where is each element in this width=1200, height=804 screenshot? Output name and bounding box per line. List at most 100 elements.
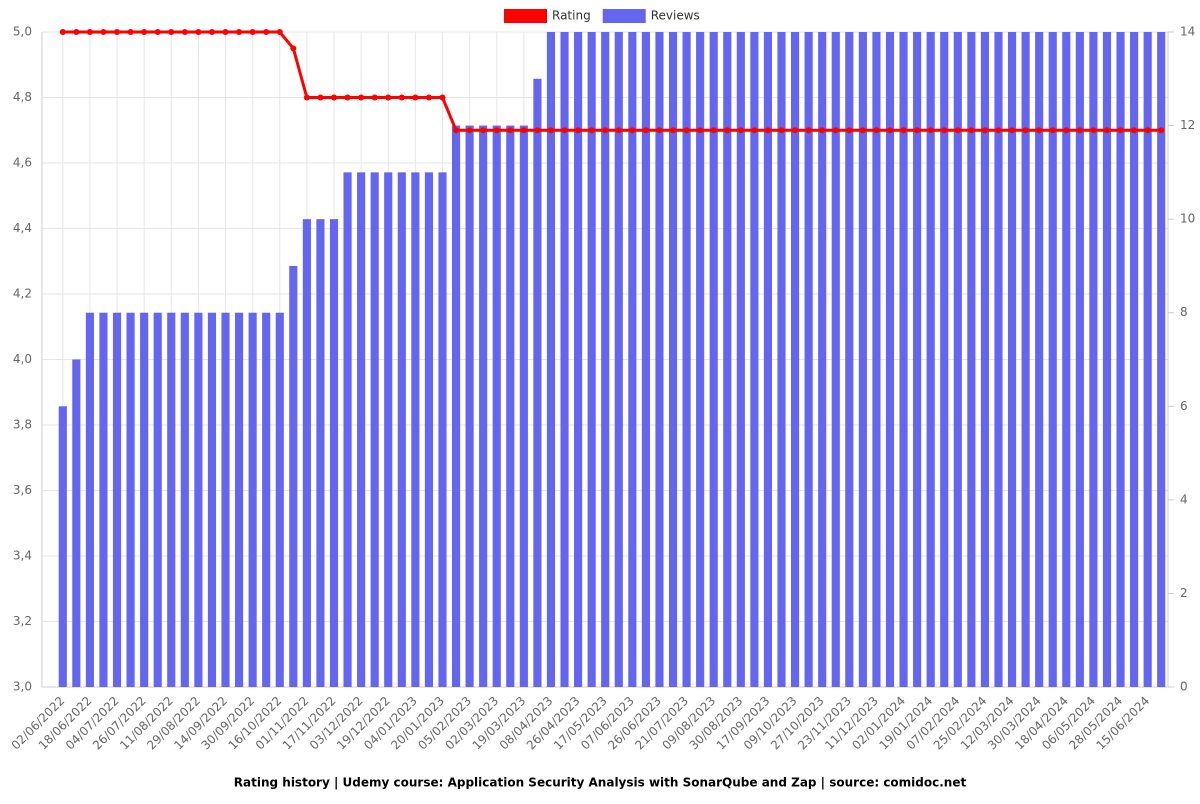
y2-tick-label: 6 (1180, 399, 1188, 413)
bar (424, 172, 433, 687)
bar (696, 32, 705, 687)
point (954, 127, 961, 134)
point (317, 94, 324, 101)
bar (316, 219, 325, 687)
line (62, 30, 1162, 132)
bar (546, 32, 556, 687)
bar (641, 32, 650, 687)
bar (492, 125, 501, 688)
point (86, 29, 93, 35)
bar (72, 359, 81, 687)
point (181, 29, 188, 35)
point (114, 29, 121, 35)
point (1049, 127, 1056, 134)
y2-tick-label: 14 (1180, 25, 1195, 39)
point (263, 29, 270, 35)
point (520, 127, 527, 134)
point (425, 94, 432, 101)
point (751, 127, 758, 134)
bar (289, 265, 298, 687)
point (1036, 127, 1043, 134)
point (344, 94, 351, 101)
point (1131, 127, 1138, 134)
y2-tick-label: 8 (1180, 305, 1188, 319)
point (73, 29, 80, 35)
point (981, 127, 988, 134)
y2-tick-label: 10 (1180, 212, 1195, 226)
bar (126, 312, 135, 687)
bar (194, 312, 203, 687)
bar (845, 32, 854, 687)
bar (831, 32, 840, 687)
point (968, 127, 975, 134)
bar (302, 219, 311, 687)
bar (519, 125, 528, 688)
bar (248, 312, 257, 687)
bar (451, 125, 461, 688)
bar (628, 32, 637, 687)
point (547, 127, 554, 134)
point (208, 29, 215, 35)
bar (1007, 32, 1017, 687)
point (575, 127, 582, 134)
point (466, 127, 473, 134)
bar (994, 32, 1003, 687)
point (1090, 127, 1097, 134)
bar (587, 32, 596, 687)
point (249, 29, 256, 35)
y-tick-label: 3,2 (13, 614, 32, 628)
point (629, 127, 636, 134)
point (656, 127, 663, 134)
bar (913, 32, 922, 687)
bar (723, 32, 732, 687)
bar (818, 32, 827, 687)
y-tick-label: 3,8 (13, 418, 32, 432)
bar (235, 312, 244, 687)
bar (207, 312, 217, 687)
point (792, 127, 799, 134)
point (778, 127, 785, 134)
bar (465, 125, 474, 688)
point (819, 127, 826, 134)
point (1076, 127, 1083, 134)
bar (99, 312, 108, 687)
bar (899, 32, 908, 687)
bar (275, 312, 284, 687)
point (141, 29, 148, 35)
y-tick-label: 4,0 (13, 352, 32, 366)
point (412, 94, 419, 101)
point (832, 127, 839, 134)
chart-title: Rating history | Udemy course: Applicati… (234, 776, 967, 790)
bar (967, 32, 976, 687)
bar (397, 172, 406, 687)
legend-swatch (602, 9, 646, 23)
point (154, 29, 161, 35)
legend-label: Reviews (651, 9, 700, 23)
point (127, 29, 134, 35)
bar (58, 406, 67, 687)
point (100, 29, 107, 35)
bar (370, 172, 379, 687)
point (1022, 127, 1029, 134)
bar (357, 172, 366, 687)
point (927, 127, 934, 134)
bar (479, 125, 488, 688)
point (670, 127, 677, 134)
point (1117, 127, 1124, 134)
bar (885, 32, 895, 687)
point (439, 94, 446, 101)
bar (668, 32, 678, 687)
point (290, 45, 297, 52)
bar (614, 32, 623, 687)
legend-label: Rating (552, 9, 591, 23)
point (588, 127, 595, 134)
point (236, 29, 243, 35)
y-tick-label: 3,4 (13, 549, 32, 563)
point (303, 94, 310, 101)
point (453, 127, 460, 134)
point (887, 127, 893, 134)
point (168, 29, 175, 35)
bar (384, 172, 393, 687)
bar (411, 172, 420, 687)
